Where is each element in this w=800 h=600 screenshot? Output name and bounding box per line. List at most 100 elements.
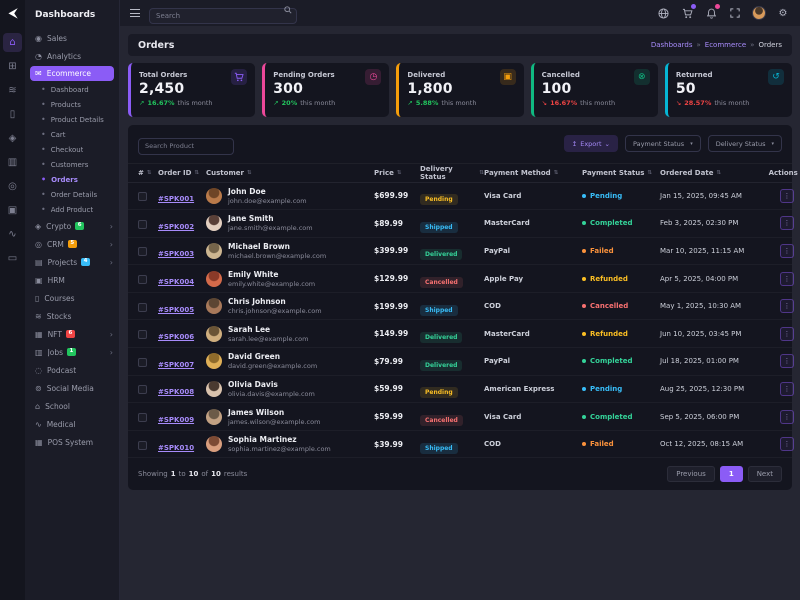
sidebar-item[interactable]: • Dashboard — [25, 82, 119, 97]
order-id-link[interactable]: #SPK007 — [158, 360, 195, 369]
row-checkbox[interactable] — [138, 385, 147, 395]
product-search-input[interactable] — [138, 137, 234, 155]
briefcase-icon[interactable]: ▥ — [7, 157, 18, 168]
table-row[interactable]: #SPK003 Michael Brown michael.brown@exam… — [128, 238, 794, 266]
row-checkbox[interactable] — [138, 413, 147, 423]
row-actions-button[interactable]: ⋮ — [780, 188, 794, 203]
order-id-link[interactable]: #SPK009 — [158, 416, 195, 425]
delivery-status-filter[interactable]: Delivery Status ▾ — [707, 135, 782, 153]
row-checkbox[interactable] — [138, 330, 147, 340]
order-id-link[interactable]: #SPK002 — [158, 222, 195, 231]
sidebar-item[interactable]: • Orders — [25, 172, 119, 187]
row-actions-button[interactable]: ⋮ — [780, 271, 794, 286]
column-header[interactable]: Ordered Date ⇅ — [660, 168, 722, 177]
order-id-link[interactable]: #SPK001 — [158, 195, 195, 204]
sort-icon[interactable]: ⇅ — [194, 169, 200, 176]
column-header[interactable]: Payment Status ⇅ — [582, 168, 653, 177]
row-actions-button[interactable]: ⋮ — [780, 437, 794, 452]
sidebar-item[interactable]: ◈ Crypto 6 › — [25, 217, 119, 235]
sidebar-item[interactable]: ▥ Jobs 1 › — [25, 343, 119, 361]
order-id-link[interactable]: #SPK010 — [158, 443, 195, 452]
sort-icon[interactable]: ⇅ — [396, 169, 402, 176]
column-header[interactable]: Payment Method ⇅ — [484, 168, 559, 177]
sidebar-item[interactable]: ▦ NFT 6 › — [25, 325, 119, 343]
column-header[interactable]: Actions ⇅ — [768, 168, 798, 177]
sidebar-item[interactable]: • Products — [25, 97, 119, 112]
table-row[interactable]: #SPK005 Chris Johnson chris.johnson@exam… — [128, 293, 794, 321]
sidebar-item[interactable]: ◔ Analytics — [25, 47, 119, 65]
breadcrumb-dashboards[interactable]: Dashboards — [650, 41, 693, 49]
global-search-input[interactable] — [149, 7, 297, 24]
sidebar-item[interactable]: • Add Product — [25, 202, 119, 217]
previous-page-button[interactable]: Previous — [667, 466, 715, 483]
row-actions-button[interactable]: ⋮ — [780, 381, 794, 396]
sidebar-item[interactable]: • Order Details — [25, 187, 119, 202]
sidebar-item[interactable]: ◉ Sales — [25, 29, 119, 47]
sidebar-item[interactable]: ≋ Stocks — [25, 307, 119, 325]
table-row[interactable]: #SPK002 Jane Smith jane.smith@example.co… — [128, 210, 794, 238]
compass-icon[interactable]: ◎ — [8, 181, 17, 192]
sidebar-item[interactable]: ✉ Ecommerce — [30, 66, 114, 81]
sidebar-item[interactable]: ▯ Courses — [25, 289, 119, 307]
card-icon[interactable]: ▭ — [7, 253, 18, 264]
row-checkbox[interactable] — [138, 275, 147, 285]
order-id-link[interactable]: #SPK003 — [158, 250, 195, 259]
row-actions-button[interactable]: ⋮ — [780, 326, 794, 341]
menu-toggle-icon[interactable] — [130, 9, 140, 17]
notifications-bell-icon[interactable] — [704, 4, 720, 20]
sidebar-item[interactable]: ◌ Podcast — [25, 361, 119, 379]
image-icon[interactable]: ▣ — [7, 205, 18, 216]
row-actions-button[interactable]: ⋮ — [780, 216, 794, 231]
row-actions-button[interactable]: ⋮ — [780, 243, 794, 258]
sort-icon[interactable]: ⇅ — [647, 169, 653, 176]
row-actions-button[interactable]: ⋮ — [780, 299, 794, 314]
order-id-link[interactable]: #SPK006 — [158, 333, 195, 342]
table-row[interactable]: #SPK004 Emily White emily.white@example.… — [128, 265, 794, 293]
table-row[interactable]: #SPK006 Sarah Lee sarah.lee@example.com … — [128, 320, 794, 349]
row-checkbox[interactable] — [138, 302, 147, 312]
table-row[interactable]: #SPK010 Sophia Martinez sophia.martinez@… — [128, 431, 794, 459]
fullscreen-icon[interactable] — [728, 6, 742, 20]
column-header[interactable]: Order ID ⇅ — [158, 168, 200, 177]
sidebar-item[interactable]: • Cart — [25, 127, 119, 142]
sidebar-item[interactable]: ▤ Projects 4 › — [25, 253, 119, 271]
sort-icon[interactable]: ⇅ — [146, 169, 152, 176]
breadcrumb-ecommerce[interactable]: Ecommerce — [704, 41, 747, 49]
user-avatar[interactable] — [752, 6, 766, 20]
order-id-link[interactable]: #SPK008 — [158, 388, 195, 397]
export-button[interactable]: ↥ Export ⌄ — [563, 135, 618, 153]
row-checkbox[interactable] — [138, 440, 147, 450]
column-header[interactable]: Delivery Status ⇅ — [420, 164, 484, 181]
row-actions-button[interactable]: ⋮ — [780, 354, 794, 369]
app-logo[interactable] — [5, 7, 20, 21]
sidebar-item[interactable]: ∿ Medical — [25, 415, 119, 433]
sidebar-item[interactable]: • Product Details — [25, 112, 119, 127]
sidebar-item[interactable]: ⌂ School — [25, 397, 119, 415]
sort-icon[interactable]: ⇅ — [246, 169, 252, 176]
cart-icon[interactable] — [680, 4, 696, 20]
sort-icon[interactable]: ⇅ — [553, 169, 559, 176]
table-row[interactable]: #SPK001 John Doe john.doe@example.com $6… — [128, 183, 794, 211]
table-row[interactable]: #SPK009 James Wilson james.wilson@exampl… — [128, 403, 794, 431]
apps-grid-icon[interactable]: ⊞ — [8, 61, 17, 72]
settings-gear-icon[interactable]: ⚙ — [778, 7, 788, 19]
sort-icon[interactable]: ⇅ — [479, 169, 484, 176]
sidebar-item[interactable]: ⊚ Social Media — [25, 379, 119, 397]
row-checkbox[interactable] — [138, 247, 147, 257]
chart-icon[interactable]: ∿ — [8, 229, 17, 240]
row-actions-button[interactable]: ⋮ — [780, 409, 794, 424]
sidebar-item[interactable]: ◎ CRM 5 › — [25, 235, 119, 253]
sidebar-item[interactable]: • Customers — [25, 157, 119, 172]
row-checkbox[interactable] — [138, 192, 147, 202]
table-row[interactable]: #SPK008 Olivia Davis olivia.davis@exampl… — [128, 376, 794, 404]
next-page-button[interactable]: Next — [747, 466, 782, 483]
row-checkbox[interactable] — [138, 357, 147, 367]
order-id-link[interactable]: #SPK004 — [158, 278, 195, 287]
payment-status-filter[interactable]: Payment Status ▾ — [624, 135, 701, 153]
table-row[interactable]: #SPK007 David Green david.green@example.… — [128, 348, 794, 376]
sidebar-item[interactable]: ▣ HRM — [25, 271, 119, 289]
column-header[interactable]: Price ⇅ — [374, 168, 402, 177]
language-globe-icon[interactable] — [656, 6, 670, 20]
home-icon[interactable]: ⌂ — [3, 33, 22, 52]
sidebar-item[interactable]: • Checkout — [25, 142, 119, 157]
